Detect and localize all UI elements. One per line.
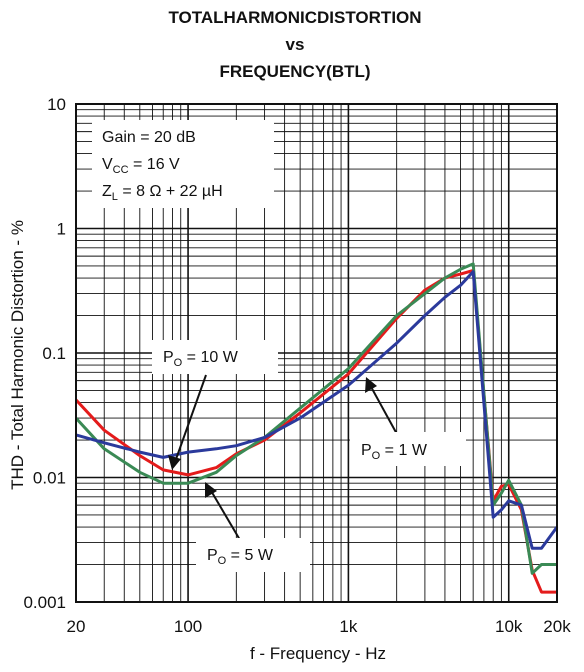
series-line <box>74 262 557 575</box>
y-tick-label: 0.001 <box>23 593 66 612</box>
y-tick-label: 1 <box>57 220 66 239</box>
condition-vcc: VCC = 16 V <box>102 156 180 176</box>
plot-frame <box>75 103 558 603</box>
chart-title-line-2: vs <box>286 35 305 54</box>
series-label-10w: PO = 10 W <box>152 340 278 374</box>
series-label-10w-text: PO = 10 W <box>163 349 239 369</box>
conditions-background <box>92 120 274 208</box>
callout-arrowhead-1w <box>365 377 377 393</box>
series-label-5w-text: PO = 5 W <box>207 547 274 567</box>
series-label-1w-text: PO = 1 W <box>361 442 428 462</box>
series-label-1w-background <box>350 432 466 466</box>
series-label-5w-background <box>196 538 310 572</box>
callout-arrow-10w <box>174 374 207 463</box>
condition-gain: Gain = 20 dB <box>102 129 196 146</box>
callout-arrow-1w <box>369 384 399 437</box>
callout-arrowhead-5w <box>205 482 217 498</box>
x-axis-label: f - Frequency - Hz <box>250 644 386 663</box>
x-tick-label: 20 <box>67 617 86 636</box>
y-tick-label: 10 <box>47 95 66 114</box>
series-label-5w: PO = 5 W <box>196 538 310 572</box>
series-line <box>75 270 559 550</box>
y-axis-label: THD - Total Harmonic Distortion - % <box>8 220 27 490</box>
y-tick-labels: 10 1 0.1 0.01 0.001 <box>23 95 66 612</box>
y-tick-label: 0.1 <box>42 344 66 363</box>
callout-arrows <box>168 374 399 541</box>
condition-zl: ZL = 8 Ω + 22 µH <box>102 183 223 203</box>
x-tick-label: 10k <box>495 617 523 636</box>
series-label-10w-background <box>152 340 278 374</box>
x-tick-label: 100 <box>174 617 202 636</box>
x-tick-labels: 20 100 1k 10k 20k <box>67 617 572 636</box>
series-label-1w: PO = 1 W <box>350 432 466 466</box>
x-tick-label: 20k <box>543 617 571 636</box>
conditions-box: Gain = 20 dB VCC = 16 V ZL = 8 Ω + 22 µH <box>92 120 274 208</box>
x-tick-label: 1k <box>339 617 357 636</box>
callout-arrowhead-10w <box>168 455 181 470</box>
series-layer <box>74 262 559 594</box>
chart-title-line-3: FREQUENCY(BTL) <box>219 62 370 81</box>
y-tick-label: 0.01 <box>33 469 66 488</box>
chart-title-line-1: TOTALHARMONICDISTORTION <box>168 8 421 27</box>
callout-arrow-5w <box>209 488 241 541</box>
